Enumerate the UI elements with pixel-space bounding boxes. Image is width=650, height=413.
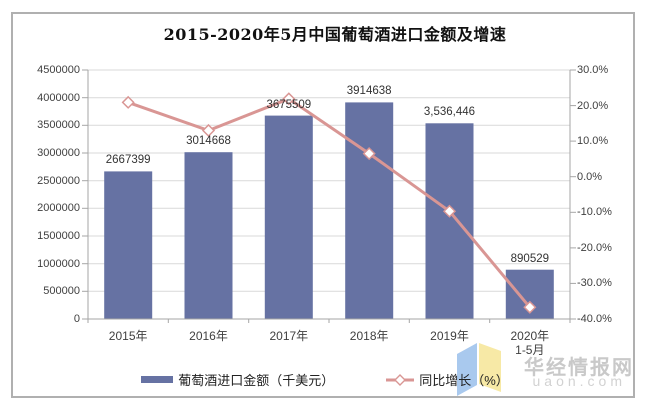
- bar-2019年: [425, 123, 474, 319]
- y-axis-tick-label: 2500000: [37, 174, 80, 187]
- secondary-y-axis-tick-label: 30.0%: [577, 64, 609, 76]
- legend-item-bar-series: 葡萄酒进口金额（千美元）: [141, 370, 334, 389]
- x-axis-tick-label: 2016年: [189, 329, 228, 343]
- secondary-y-axis-tick-label: 20.0%: [577, 99, 609, 112]
- secondary-y-axis-tick-label: 10.0%: [577, 135, 609, 148]
- y-axis-tick-label: 2000000: [37, 202, 80, 215]
- x-axis-tick-label: 2018年: [349, 329, 389, 343]
- x-axis-tick-label: 2020年: [510, 329, 550, 343]
- axis-lines: [82, 69, 576, 323]
- y-axis-tick-label: 1500000: [37, 230, 80, 242]
- marker-2020年: [523, 300, 537, 314]
- x-axis-tick-label: 2019年: [430, 329, 469, 343]
- secondary-y-axis-tick-label: -20.0%: [577, 241, 612, 254]
- bar-value-label: 3675509: [266, 98, 312, 111]
- legend-item-line-series: 同比增长（%）: [386, 370, 509, 389]
- y-axis-tick-label: 1000000: [37, 257, 80, 270]
- marker-2019年: [442, 204, 457, 218]
- chart-title: 2015-2020年5月中国葡萄酒进口金额及增速: [163, 25, 507, 44]
- secondary-y-axis-tick-label: -10.0%: [577, 206, 612, 219]
- bar-value-label: 2667399: [105, 154, 151, 167]
- bar-value-label: 3914638: [346, 85, 392, 98]
- y-axis-tick-label: 3000000: [37, 147, 80, 159]
- y-axis-tick-label: 4500000: [37, 64, 80, 76]
- y-axis-tick-label: 500000: [43, 285, 80, 298]
- bar-2018年: [345, 102, 394, 320]
- secondary-y-axis-tick-label: -30.0%: [577, 277, 612, 290]
- marker-2018年: [362, 147, 376, 161]
- marker-2017年: [282, 92, 296, 106]
- y-axis-tick-label: 0: [73, 313, 80, 325]
- bar-value-label: 3014668: [186, 135, 231, 148]
- line-series-swatch: [386, 373, 415, 386]
- watermark-domain: uaon.com: [532, 373, 626, 389]
- bar-series: [104, 102, 554, 320]
- line-series-label: 同比增长（%）: [419, 373, 509, 388]
- bar-series-swatch: [141, 376, 174, 383]
- marker-2016年: [201, 123, 216, 138]
- watermark-site-name: 华经情报网: [524, 357, 634, 379]
- growth-line: [127, 97, 531, 309]
- bar-value-label: 890529: [510, 252, 550, 265]
- secondary-y-axis-tick-label: 0.0%: [577, 170, 603, 183]
- bar-2016年: [184, 152, 233, 319]
- huaon-logo-icon: [457, 343, 501, 396]
- x-axis-tick-label: 2015年: [108, 329, 148, 343]
- legend: 葡萄酒进口金额（千美元） 同比增长（%）: [0, 370, 650, 389]
- x-axis-tick-label: 2017年: [269, 329, 309, 343]
- bar-2015年: [104, 171, 153, 319]
- y-axis-tick-label: 3500000: [37, 119, 80, 132]
- growth-line-markers: [121, 92, 537, 314]
- marker-2015年: [121, 95, 135, 109]
- y-axis-tick-label: 4000000: [37, 91, 80, 104]
- bar-2017年: [264, 115, 313, 319]
- bar-value-label: 3,536,446: [423, 106, 476, 119]
- x-axis-tick-sublabel: 1-5月: [515, 343, 545, 357]
- gridlines: [88, 69, 570, 292]
- bar-series-label: 葡萄酒进口金额（千美元）: [178, 373, 335, 388]
- secondary-y-axis-tick-label: -40.0%: [577, 313, 612, 325]
